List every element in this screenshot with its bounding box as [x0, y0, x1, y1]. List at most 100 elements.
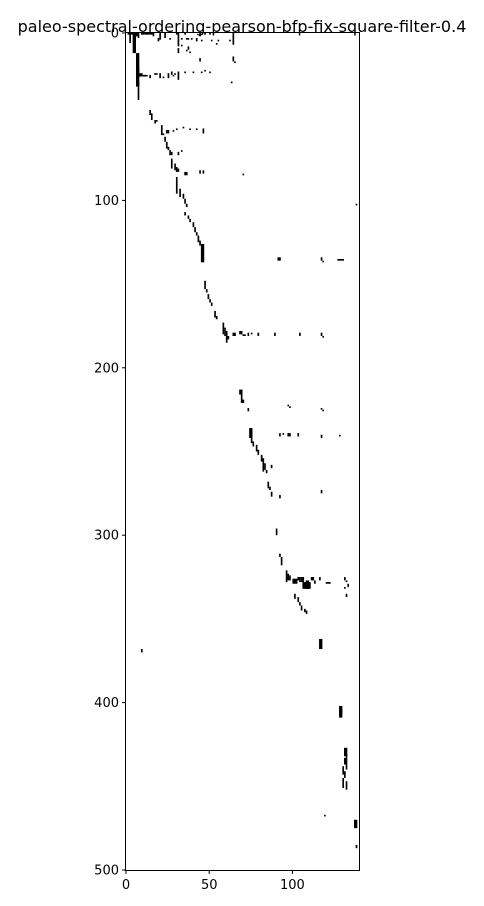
heatmap-cell: [299, 580, 305, 583]
heatmap-cell: [187, 215, 190, 219]
heatmap-cell: [267, 481, 270, 489]
x-tick-label: 100: [280, 878, 305, 893]
heatmap-cell: [202, 128, 205, 134]
heatmap-cell: [129, 33, 131, 44]
heatmap-cell: [234, 61, 236, 64]
heatmap-cell: [195, 232, 198, 236]
heatmap-cell: [232, 33, 235, 45]
heatmap-cell: [264, 463, 266, 470]
heatmap-cell: [182, 126, 185, 129]
heatmap-cell: [297, 577, 301, 581]
y-axis: 0 100 200 300 400 500: [94, 27, 126, 879]
heatmap-cell: [324, 814, 326, 817]
heatmap-cell: [250, 332, 253, 335]
heatmap-cell: [200, 243, 205, 263]
heatmap-cell: [139, 73, 143, 77]
heatmap-cell: [175, 176, 178, 194]
heatmap-cell: [177, 151, 180, 156]
heatmap-cell: [200, 39, 203, 42]
heatmap-cell: [224, 327, 226, 336]
y-tick-label: 400: [94, 696, 119, 711]
heatmap-cell: [142, 74, 148, 77]
heatmap-cell: [252, 441, 255, 447]
heatmap-cell: [202, 170, 205, 174]
heatmap-cell: [175, 33, 178, 35]
heatmap-cell: [169, 38, 171, 40]
heatmap-cell: [299, 602, 301, 606]
heatmap-cell: [199, 170, 201, 174]
heatmap-cell: [215, 315, 218, 320]
heatmap-cell: [197, 235, 200, 243]
y-tick-label: 300: [94, 529, 119, 544]
heatmap-cell: [149, 33, 153, 35]
heatmap-cell: [269, 486, 271, 490]
heatmap-cell: [184, 212, 186, 216]
x-axis: 0 50 100: [122, 870, 305, 893]
heatmap-cell: [239, 389, 243, 395]
heatmap-cell: [257, 332, 260, 336]
heatmap-cell: [229, 39, 231, 42]
heatmap-cell: [189, 218, 191, 223]
heatmap-cell: [279, 553, 281, 557]
heatmap-cell: [180, 150, 183, 152]
heatmap-cell: [320, 490, 323, 494]
heatmap-cell: [344, 577, 346, 581]
heatmap-cell: [230, 81, 233, 84]
heatmap-cell: [194, 227, 196, 233]
heatmap-cell: [280, 556, 283, 566]
heatmap-cell: [310, 577, 315, 581]
heatmap-cell: [137, 33, 140, 39]
heatmap-cell: [210, 39, 213, 42]
heatmap-cell: [347, 583, 350, 588]
heatmap-cell: [242, 173, 245, 176]
heatmap-cell: [257, 449, 260, 455]
heatmap-cells: [127, 33, 358, 849]
heatmap-cell: [242, 399, 245, 403]
heatmap-cell: [344, 587, 346, 589]
heatmap-cell: [169, 150, 171, 156]
heatmap-cell: [277, 257, 281, 261]
heatmap-cell: [270, 464, 273, 469]
heatmap-cell: [292, 578, 298, 584]
heatmap-cell: [319, 638, 323, 650]
heatmap-cell: [322, 260, 325, 263]
heatmap-cell: [279, 433, 281, 437]
y-tick-label: 0: [111, 27, 119, 42]
heatmap-cell: [187, 46, 190, 50]
heatmap-cell: [159, 73, 161, 79]
heatmap-cell: [314, 580, 316, 584]
heatmap-cell: [242, 334, 246, 336]
heatmap-cell: [325, 582, 331, 584]
heatmap-cell: [140, 33, 145, 35]
heatmap-cell: [195, 128, 198, 131]
heatmap-cell: [345, 593, 348, 598]
heatmap-cell: [297, 433, 300, 437]
heatmap-cell: [192, 71, 195, 74]
heatmap-cell: [289, 406, 291, 408]
heatmap-cell: [227, 335, 230, 340]
heatmap-cell: [210, 302, 213, 306]
heatmap-cell: [149, 110, 151, 116]
heatmap-cell: [185, 38, 190, 40]
heatmap-cell: [247, 407, 250, 412]
heatmap-cell: [177, 33, 180, 47]
x-tick-label: 0: [122, 878, 130, 893]
heatmap-cell: [179, 188, 181, 198]
heatmap-cell: [205, 289, 208, 293]
y-tick-label: 500: [94, 864, 119, 879]
heatmap-cell: [260, 454, 263, 462]
heatmap-cell: [289, 575, 291, 581]
heatmap-cell: [217, 39, 220, 42]
heatmap-cell: [199, 240, 201, 246]
heatmap-cell: [300, 605, 303, 611]
heatmap-cell: [340, 709, 343, 715]
chart-title: paleo-spectral-ordering-pearson-bfp-fix-…: [17, 17, 467, 36]
heatmap-cell: [265, 469, 268, 474]
heatmap-cell: [232, 56, 235, 62]
heatmap-cell: [165, 141, 168, 149]
heatmap-cell: [285, 570, 288, 583]
heatmap-cell: [189, 128, 191, 131]
heatmap-cell: [177, 168, 180, 172]
heatmap-cell: [182, 193, 185, 199]
